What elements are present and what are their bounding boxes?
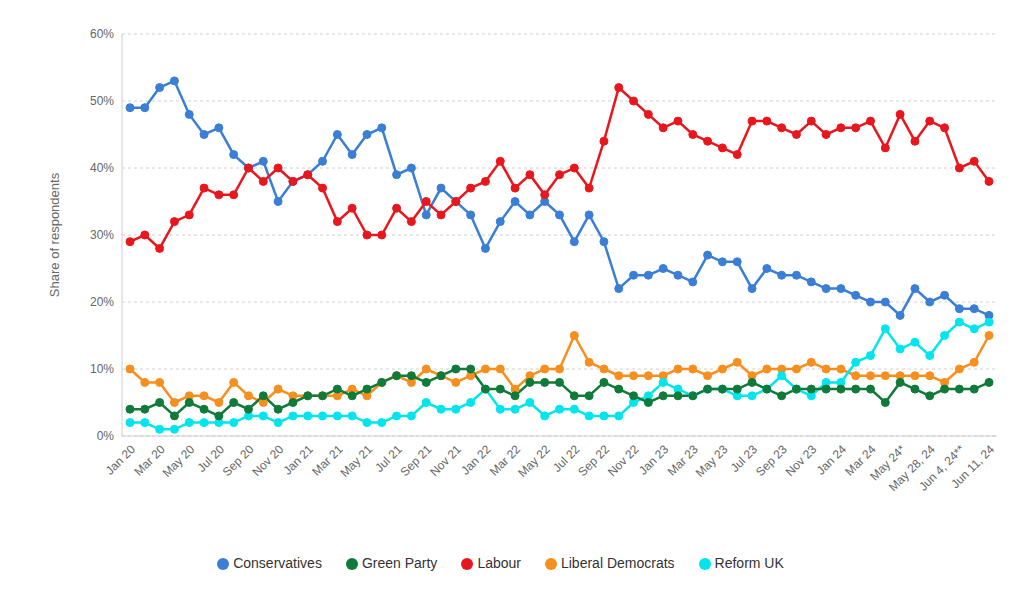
svg-text:Mar 20: Mar 20 bbox=[131, 442, 168, 479]
svg-text:May 21: May 21 bbox=[337, 442, 375, 480]
svg-text:Jan 24: Jan 24 bbox=[814, 442, 850, 478]
svg-text:Nov 23: Nov 23 bbox=[783, 442, 820, 479]
svg-text:40%: 40% bbox=[90, 161, 114, 175]
svg-text:Mar 23: Mar 23 bbox=[664, 442, 701, 479]
svg-text:May 24*: May 24* bbox=[867, 442, 909, 484]
svg-text:May 22: May 22 bbox=[515, 442, 553, 480]
svg-text:Jul 20: Jul 20 bbox=[194, 442, 227, 475]
html-text:Labour: Labour bbox=[477, 555, 521, 571]
svg-text:May 20: May 20 bbox=[160, 442, 198, 480]
html-text:Reform UK: Reform UK bbox=[714, 555, 784, 571]
svg-text:10%: 10% bbox=[90, 362, 114, 376]
svg-text:Jan 23: Jan 23 bbox=[636, 442, 672, 478]
svg-text:Jan 22: Jan 22 bbox=[458, 442, 494, 478]
svg-text:Share of respondents: Share of respondents bbox=[47, 172, 62, 297]
svg-text:Sep 20: Sep 20 bbox=[220, 442, 257, 479]
svg-text:Mar 21: Mar 21 bbox=[309, 442, 346, 479]
svg-text:Mar 22: Mar 22 bbox=[486, 442, 524, 479]
svg-text:Jul 22: Jul 22 bbox=[549, 442, 583, 475]
svg-text:30%: 30% bbox=[90, 228, 114, 242]
svg-text:Nov 22: Nov 22 bbox=[605, 442, 642, 479]
html-text:Conservatives: Conservatives bbox=[233, 555, 322, 571]
svg-text:60%: 60% bbox=[90, 27, 114, 41]
html-text:Green Party: Green Party bbox=[361, 555, 438, 571]
svg-text:Nov 20: Nov 20 bbox=[249, 442, 286, 479]
svg-text:Nov 21: Nov 21 bbox=[427, 442, 464, 479]
svg-text:0%: 0% bbox=[97, 429, 115, 443]
svg-text:Sep 22: Sep 22 bbox=[575, 442, 612, 479]
html-text:Liberal Democrats: Liberal Democrats bbox=[561, 555, 675, 571]
svg-text:Sep 21: Sep 21 bbox=[398, 442, 435, 479]
svg-text:Jan 20: Jan 20 bbox=[103, 442, 139, 478]
svg-text:Jul 21: Jul 21 bbox=[372, 442, 405, 475]
svg-text:May 28, 24: May 28, 24 bbox=[886, 442, 938, 495]
svg-text:May 23: May 23 bbox=[693, 442, 731, 480]
svg-text:50%: 50% bbox=[90, 94, 114, 108]
svg-text:Jan 21: Jan 21 bbox=[280, 442, 316, 478]
svg-text:Jul 23: Jul 23 bbox=[727, 442, 761, 475]
svg-text:Mar 24: Mar 24 bbox=[842, 442, 879, 479]
svg-text:Sep 23: Sep 23 bbox=[753, 442, 790, 479]
svg-text:Jun 4, 24**: Jun 4, 24** bbox=[916, 442, 968, 494]
svg-text:20%: 20% bbox=[90, 295, 114, 309]
svg-text:Jun 11, 24: Jun 11, 24 bbox=[948, 442, 997, 491]
